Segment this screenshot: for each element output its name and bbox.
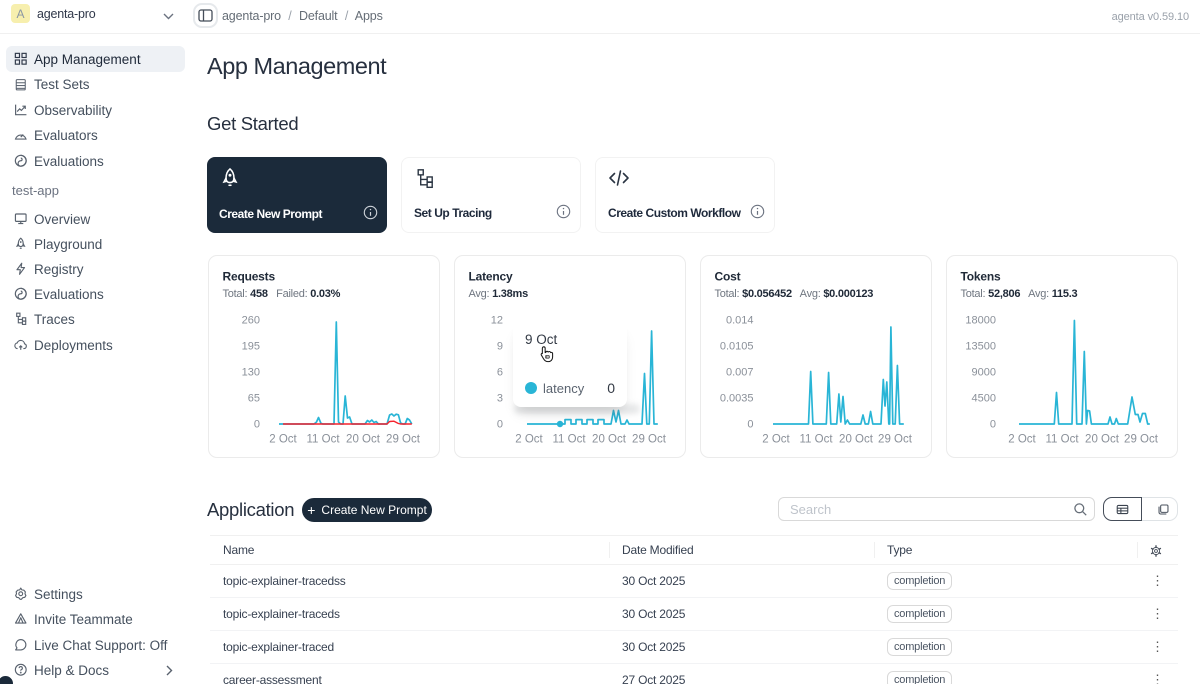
svg-text:29 Oct: 29 Oct — [878, 434, 913, 446]
svg-text:29 Oct: 29 Oct — [386, 434, 421, 446]
svg-text:130: 130 — [242, 367, 260, 379]
svg-text:12: 12 — [491, 315, 503, 327]
svg-text:0: 0 — [254, 419, 260, 431]
svg-text:29 Oct: 29 Oct — [632, 434, 667, 446]
svg-text:Tokens: Tokens — [961, 270, 1001, 284]
svg-text:20 Oct: 20 Oct — [346, 434, 381, 446]
svg-text:20 Oct: 20 Oct — [839, 434, 874, 446]
svg-text:Total: $0.056452 Avg: $0.000: Total: $0.056452 Avg: $0.000123 — [715, 288, 874, 300]
svg-text:0.0035: 0.0035 — [720, 393, 754, 405]
svg-text:2 Oct: 2 Oct — [1008, 434, 1036, 446]
svg-text:260: 260 — [242, 315, 260, 327]
svg-text:65: 65 — [248, 393, 260, 405]
svg-text:0: 0 — [497, 419, 503, 431]
svg-text:3: 3 — [497, 393, 503, 405]
svg-text:Cost: Cost — [715, 270, 741, 284]
svg-text:9: 9 — [497, 341, 503, 353]
svg-text:2 Oct: 2 Oct — [269, 434, 297, 446]
svg-text:11 Oct: 11 Oct — [799, 434, 833, 446]
svg-text:Total: 52,806 Avg: 115.3: Total: 52,806 Avg: 115.3 — [961, 288, 1078, 300]
svg-text:11 Oct: 11 Oct — [1045, 434, 1079, 446]
svg-text:18000: 18000 — [965, 315, 996, 327]
svg-text:11 Oct: 11 Oct — [552, 434, 586, 446]
svg-text:Total: 458 Failed: 0.03%: Total: 458 Failed: 0.03% — [223, 288, 341, 300]
svg-text:4500: 4500 — [972, 393, 996, 405]
svg-text:9000: 9000 — [972, 367, 996, 379]
svg-text:29 Oct: 29 Oct — [1124, 434, 1159, 446]
svg-text:Avg: 1.38ms: Avg: 1.38ms — [469, 288, 529, 300]
svg-text:11 Oct: 11 Oct — [306, 434, 340, 446]
svg-text:0.0105: 0.0105 — [720, 341, 754, 353]
svg-text:0.014: 0.014 — [726, 315, 754, 327]
svg-text:20 Oct: 20 Oct — [592, 434, 627, 446]
svg-text:195: 195 — [242, 341, 260, 353]
svg-text:6: 6 — [497, 367, 503, 379]
svg-text:0.007: 0.007 — [726, 367, 754, 379]
svg-text:2 Oct: 2 Oct — [515, 434, 543, 446]
svg-text:0: 0 — [747, 419, 753, 431]
svg-text:13500: 13500 — [965, 341, 996, 353]
svg-text:Requests: Requests — [223, 270, 276, 284]
svg-text:Latency: Latency — [469, 270, 513, 284]
svg-text:2 Oct: 2 Oct — [762, 434, 790, 446]
svg-text:20 Oct: 20 Oct — [1085, 434, 1120, 446]
svg-text:0: 0 — [990, 419, 996, 431]
